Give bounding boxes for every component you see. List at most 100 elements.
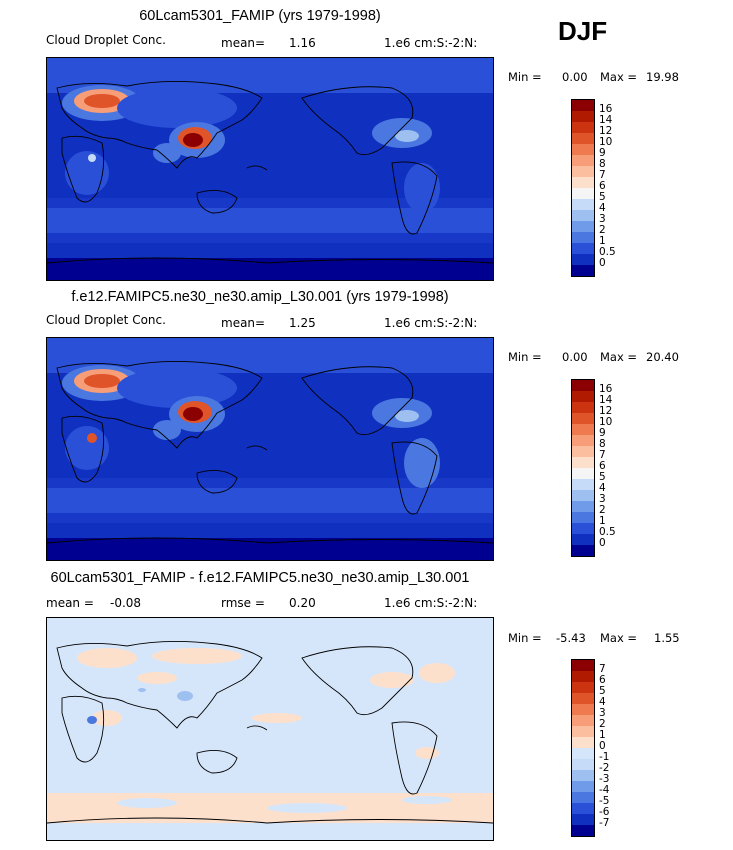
colorbar-swatch [572,210,594,221]
colorbar-tick-label: 1 [599,235,606,247]
panel3-mean-label: mean = [46,596,94,610]
colorbar-swatch [572,512,594,523]
panel3-mean-value: -0.08 [110,596,142,610]
panel2-title: f.e12.FAMIPC5.ne30_ne30.amip_L30.001 (yr… [71,289,449,305]
colorbar-tick-label: 3 [599,213,606,225]
panel1-map [46,57,494,281]
colorbar-tick-label: 16 [599,383,613,395]
panel1-title: 60Lcam5301_FAMIP (yrs 1979-1998) [139,8,381,24]
panel2-min-value: 0.00 [562,350,588,364]
colorbar-tick-label: 5 [599,685,606,697]
colorbar-swatch [572,424,594,435]
colorbar-swatch [572,770,594,781]
colorbar-swatch [572,693,594,704]
panel3-units: 1.e6 cm:S:-2:N: [384,596,478,610]
colorbar-tick-label: 8 [599,158,606,170]
colorbar-tick-label: -6 [599,806,610,818]
panel1-mean-label: mean= [221,36,266,50]
panel3-rmse-value: 0.20 [289,596,316,610]
panel2-max-label: Max = [600,350,638,364]
colorbar-tick-label: 7 [599,449,606,461]
colorbar-tick-label: 0.5 [599,526,616,538]
colorbar-tick-label: 12 [599,125,613,137]
colorbar-tick-label: -1 [599,751,610,763]
panel2-max-value: 20.40 [646,350,679,364]
colorbar-swatch [572,391,594,402]
colorbar-tick-label: 0.5 [599,246,616,258]
colorbar-tick-label: 2 [599,718,606,730]
colorbar-swatch [572,682,594,693]
colorbar-tick-label: 10 [599,136,613,148]
colorbar-tick-label: 7 [599,663,606,675]
colorbar-tick-label: -4 [599,784,610,796]
colorbar-swatch [572,122,594,133]
colorbar-tick-label: 0 [599,537,606,549]
colorbar-swatch [572,166,594,177]
colorbar-swatch [572,671,594,682]
colorbar-swatch [572,523,594,534]
colorbar-swatch [572,737,594,748]
colorbar-tick-label: 12 [599,405,613,417]
panel3-colorbar [571,659,595,837]
colorbar-swatch [572,232,594,243]
colorbar-tick-label: 7 [599,169,606,181]
colorbar-swatch [572,155,594,166]
colorbar-swatch [572,413,594,424]
colorbar-swatch [572,199,594,210]
panel2-mean-label: mean= [221,316,266,330]
panel2-colorbar [571,379,595,557]
colorbar-swatch [572,265,594,276]
colorbar-tick-label: 4 [599,202,606,214]
colorbar-tick-label: 1 [599,729,606,741]
colorbar-tick-label: -5 [599,795,610,807]
panel1-min-value: 0.00 [562,70,588,84]
colorbar-swatch [572,479,594,490]
colorbar-swatch [572,792,594,803]
colorbar-tick-label: 16 [599,103,613,115]
panel2-units: 1.e6 cm:S:-2:N: [384,316,478,330]
colorbar-tick-label: 1 [599,515,606,527]
colorbar-swatch [572,814,594,825]
colorbar-swatch [572,726,594,737]
colorbar-tick-label: 14 [599,394,613,406]
colorbar-tick-label: 8 [599,438,606,450]
colorbar-tick-label: 9 [599,427,606,439]
colorbar-tick-label: 6 [599,674,606,686]
panel2-min-label: Min = [508,350,542,364]
colorbar-tick-label: 6 [599,180,606,192]
colorbar-tick-label: 0 [599,740,606,752]
panel2-map [46,337,494,561]
panel3-max-value: 1.55 [654,631,680,645]
colorbar-tick-label: 4 [599,482,606,494]
colorbar-tick-label: 9 [599,147,606,159]
colorbar-swatch [572,111,594,122]
colorbar-tick-label: 3 [599,493,606,505]
colorbar-tick-label: -3 [599,773,610,785]
colorbar-swatch [572,781,594,792]
colorbar-swatch [572,380,594,391]
colorbar-tick-label: 5 [599,191,606,203]
panel3-min-value: -5.43 [556,631,586,645]
colorbar-swatch [572,803,594,814]
colorbar-swatch [572,402,594,413]
colorbar-swatch [572,133,594,144]
panel1-max-value: 19.98 [646,70,679,84]
colorbar-swatch [572,254,594,265]
panel1-min-label: Min = [508,70,542,84]
colorbar-tick-label: 6 [599,460,606,472]
panel1-units: 1.e6 cm:S:-2:N: [384,36,478,50]
colorbar-swatch [572,177,594,188]
colorbar-swatch [572,660,594,671]
colorbar-swatch [572,144,594,155]
colorbar-swatch [572,457,594,468]
colorbar-swatch [572,534,594,545]
colorbar-tick-label: -2 [599,762,610,774]
season-label: DJF [558,16,608,46]
colorbar-tick-label: 14 [599,114,613,126]
colorbar-tick-label: -7 [599,817,610,829]
colorbar-tick-label: 5 [599,471,606,483]
colorbar-swatch [572,759,594,770]
colorbar-tick-label: 3 [599,707,606,719]
colorbar-swatch [572,704,594,715]
colorbar-swatch [572,501,594,512]
